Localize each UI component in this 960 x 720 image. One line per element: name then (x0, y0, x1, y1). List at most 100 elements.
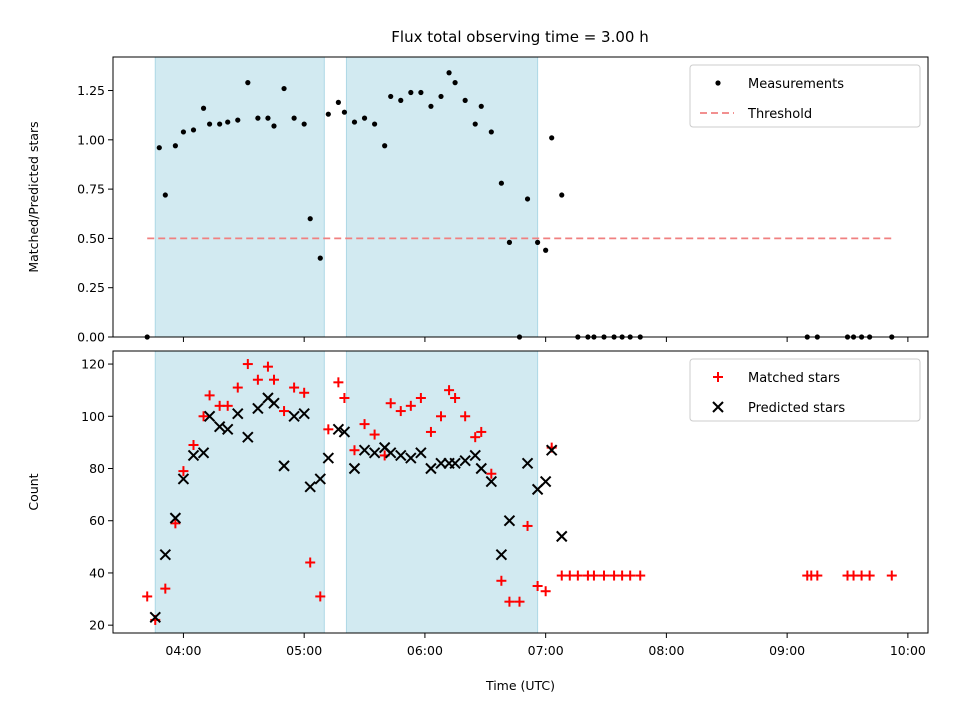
measurement-point (535, 239, 541, 245)
measurement-point (549, 135, 555, 141)
matched-star-point (279, 406, 290, 417)
legend-box (689, 64, 921, 128)
predicted-star-point (449, 457, 461, 469)
predicted-star-point (159, 548, 172, 561)
measurement-point (341, 109, 348, 115)
x-tick-label: 07:00 (528, 643, 564, 658)
top-plot-frame (112, 56, 929, 338)
measurement-point (472, 121, 478, 127)
bottom-legend: Matched stars Predicted stars (689, 358, 921, 422)
matched-star-point (252, 374, 263, 385)
matched-star-point (572, 570, 583, 581)
predicted-star-point (268, 397, 280, 409)
matched-star-point (160, 583, 171, 594)
predicted-star-point (149, 611, 161, 624)
top-legend: Measurements Threshold (689, 64, 921, 128)
measurement-point (325, 111, 331, 117)
predicted-star-point (213, 421, 226, 433)
matched-star-point (232, 382, 243, 393)
legend-label: Predicted stars (748, 401, 845, 416)
measurement-point (446, 70, 452, 76)
matched-star-point (415, 393, 426, 403)
predicted-star-point (348, 462, 361, 475)
matched-star-point (339, 393, 350, 403)
measurement-point (418, 89, 424, 96)
matched-star-point (504, 596, 515, 607)
measurement-point (245, 80, 251, 86)
measurement-point (335, 99, 341, 105)
measurement-point (524, 196, 531, 202)
legend-swatch (713, 372, 723, 382)
bottom-axis-ticks: 20 40 60 80 100 120 04:00 05:00 06:00 07:00 08:00 0… (81, 357, 926, 658)
matched-star-point (496, 575, 507, 586)
matched-star-point (444, 385, 455, 396)
measurement-point (559, 192, 565, 198)
measurement-point (506, 239, 513, 245)
y-tick-label: 1.25 (77, 83, 105, 98)
legend-label: Measurements (748, 77, 844, 92)
legend-swatch (712, 401, 724, 413)
predicted-star-point (187, 449, 200, 462)
chart-title: Flux total observing time = 3.00 h (391, 28, 648, 46)
matched-star-point (450, 393, 461, 403)
x-axis-label: Time (UTC) (485, 678, 555, 693)
x-tick-label: 09:00 (769, 643, 805, 658)
measurement-point (291, 115, 297, 121)
matched-star-point (599, 570, 610, 581)
measurement-point (307, 216, 313, 222)
matched-star-point (349, 445, 360, 456)
predicted-star-point (415, 447, 427, 459)
matched-star-point (369, 429, 380, 440)
predicted-star-point (242, 431, 254, 443)
predicted-star-point (314, 473, 326, 485)
y-tick-label: 80 (89, 461, 105, 476)
matched-star-point (170, 518, 181, 529)
measurement-point (162, 192, 168, 198)
matched-star-point (142, 591, 153, 602)
matched-star-point (315, 591, 326, 602)
matched-star-point (812, 570, 823, 581)
matched-star-point (305, 557, 316, 568)
bottom-plot-frame (112, 350, 929, 634)
y-tick-label: 0.50 (77, 231, 105, 246)
predicted-star-point (252, 402, 264, 415)
predicted-star-point (405, 452, 417, 464)
measurement-point (428, 103, 434, 109)
shaded-region-0 (154, 56, 325, 338)
predicted-star-point (177, 473, 190, 485)
measurement-point (225, 119, 231, 125)
predicted-star-point (203, 410, 216, 422)
measurement-point (255, 115, 261, 121)
matched-star-point (522, 520, 533, 531)
x-tick-label: 04:00 (165, 643, 201, 658)
predicted-star-point (232, 407, 244, 420)
matched-star-point (359, 419, 370, 430)
bottom-shaded-regions (154, 350, 539, 634)
matched-star-point (436, 411, 447, 422)
matched-star-point (222, 400, 233, 411)
x-tick-label: 05:00 (286, 643, 322, 658)
legend-label: Threshold (747, 107, 812, 122)
matched-star-point (588, 570, 599, 581)
matched-star-point (470, 432, 481, 443)
predicted-star-point (485, 475, 498, 488)
measurement-point (361, 115, 368, 121)
measurement-point (372, 121, 378, 127)
matched-star-point (514, 596, 525, 607)
predicted-star-point (298, 407, 310, 420)
legend-box (689, 358, 921, 422)
matched-star-point (385, 398, 396, 409)
predicted-star-point (197, 447, 210, 459)
shaded-region-1 (345, 350, 539, 634)
y-tick-label: 0.75 (77, 182, 105, 197)
matched-star-point (864, 570, 875, 581)
predicted-star-point (539, 475, 552, 488)
y-tick-label: 1.00 (77, 132, 105, 147)
predicted-star-point (556, 530, 568, 543)
predicted-star-point (495, 548, 508, 561)
x-tick-label: 06:00 (407, 643, 443, 658)
matched-star-point (395, 406, 406, 417)
predicted-star-point (545, 444, 558, 456)
measurement-point (438, 93, 444, 100)
y-tick-label: 0.00 (77, 330, 105, 345)
